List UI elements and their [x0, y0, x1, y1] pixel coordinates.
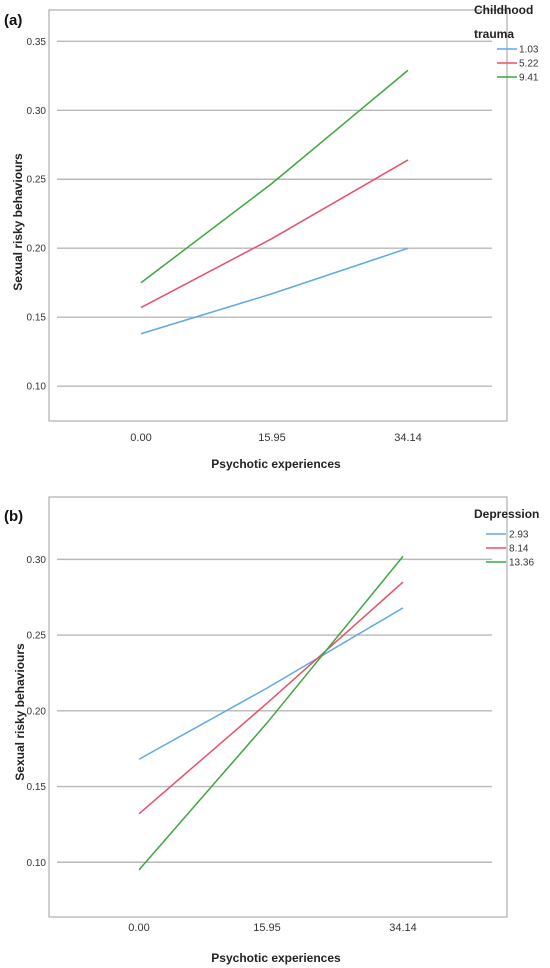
legend: Childhood trauma 1.03 5.22 9.41 [474, 3, 539, 84]
y-tick-label: 0.30 [27, 555, 47, 566]
legend-entry: 2.93 [509, 530, 529, 541]
y-tick-label: 0.25 [27, 175, 47, 186]
y-tick-label: 0.25 [27, 631, 47, 642]
legend-entry: 5.22 [519, 59, 539, 70]
series-line-1.03 [140, 247, 409, 335]
series-line-5.22 [140, 159, 409, 309]
x-tick-label: 0.00 [130, 432, 151, 444]
series-line-13.36 [138, 555, 404, 871]
chart-panel-a: 0.10 0.15 0.20 0.25 0.30 0.35 0.00 15.95 34.14 Ps… [4, 3, 539, 471]
series-line-9.41 [140, 69, 409, 284]
x-tick-label: 34.14 [394, 432, 422, 444]
legend-title: Depression [474, 507, 539, 521]
legend-entry: 8.14 [509, 544, 529, 555]
series-line-2.93 [138, 607, 404, 760]
legend-title: trauma [474, 27, 514, 41]
legend-title: Childhood [474, 3, 533, 17]
y-tick-label: 0.10 [27, 382, 47, 393]
x-axis-title: Psychotic experiences [211, 951, 341, 965]
legend-entry: 9.41 [519, 73, 539, 84]
y-axis-title: Sexual risky behaviours [13, 643, 27, 781]
panel-label: (a) [4, 12, 22, 29]
x-tick-label: 15.95 [253, 922, 281, 934]
y-tick-label: 0.30 [27, 106, 47, 117]
plot-frame [48, 496, 508, 918]
x-axis-title: Psychotic experiences [211, 457, 341, 471]
legend-entry: 13.36 [509, 558, 534, 569]
y-tick-label: 0.20 [27, 244, 47, 255]
chart-panel-b: 0.10 0.15 0.20 0.25 0.30 0.00 15.95 34.14 Psycho… [4, 496, 539, 965]
x-tick-label: 0.00 [128, 922, 149, 934]
panel-label: (b) [4, 508, 23, 525]
y-axis-title: Sexual risky behaviours [11, 153, 25, 291]
y-tick-label: 0.15 [27, 782, 47, 793]
y-tick-label: 0.35 [27, 37, 47, 48]
x-tick-label: 15.95 [258, 432, 286, 444]
y-tick-label: 0.20 [27, 706, 47, 717]
plot-frame [48, 9, 508, 422]
legend: Depression 2.93 8.14 13.36 [474, 507, 539, 569]
y-tick-label: 0.15 [27, 313, 47, 324]
series-line-8.14 [138, 581, 404, 815]
y-tick-label: 0.10 [27, 858, 47, 869]
x-tick-label: 34.14 [389, 922, 417, 934]
legend-entry: 1.03 [519, 45, 539, 56]
